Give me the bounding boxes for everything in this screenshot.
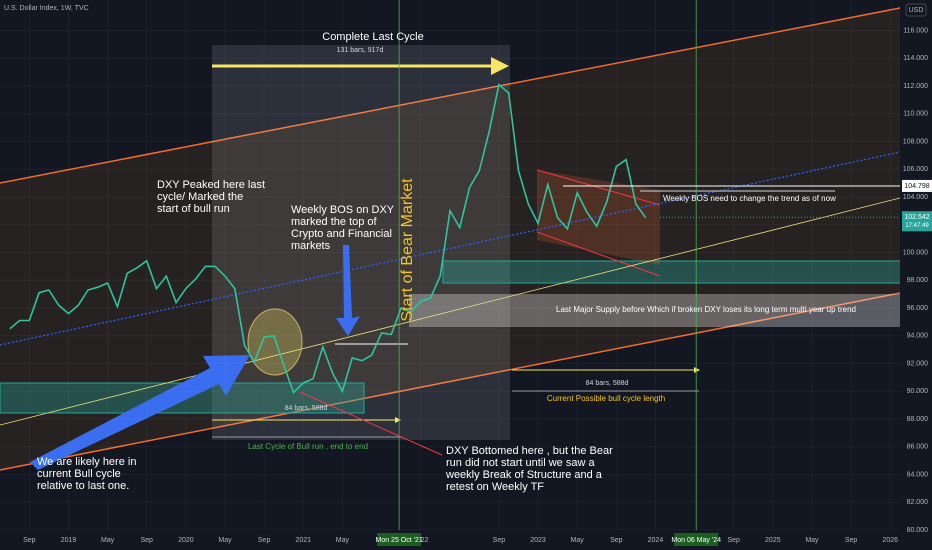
y-tick-label: 88.000: [907, 416, 929, 423]
y-tick-label: 92.000: [907, 360, 929, 367]
x-tick-label: May: [218, 537, 232, 544]
x-tick-label: Sep: [141, 537, 154, 544]
y-tick-label: 104.000: [903, 194, 928, 201]
annotation: DXY Bottomed here , but the Bear: [446, 445, 613, 457]
x-tick-label: 2020: [178, 537, 194, 544]
price-label: 102.542: [904, 214, 929, 221]
marker-box: [377, 533, 422, 546]
bear-channel: [537, 170, 660, 265]
bear-line: [536, 169, 661, 206]
currency-box: [905, 3, 927, 17]
price-line: [9, 83, 647, 395]
pointer-line: [299, 391, 443, 456]
annotation: Last Cycle of Bull run , end to end: [248, 442, 368, 451]
y-tick-label: 84.000: [907, 471, 929, 478]
annotation: Last Major Supply before Which if broken…: [556, 305, 856, 314]
annotation: retest on Weekly TF: [446, 481, 544, 493]
annotation: We are likely here in: [37, 456, 136, 468]
x-tick-label: 2023: [530, 537, 546, 544]
x-tick-label: 2019: [61, 537, 77, 544]
x-tick-label: Sep: [23, 537, 36, 544]
annotation: Crypto and Financial: [291, 228, 392, 240]
annotation: Weekly BOS need to change the trend as o…: [663, 194, 836, 203]
annotation: relative to last one.: [37, 480, 129, 492]
x-tick-label: Sep: [845, 537, 858, 544]
channel-fill: [0, 8, 900, 470]
annotation: run did not start until we saw a: [446, 457, 595, 469]
y-tick-label: 82.000: [907, 499, 929, 506]
annotation: weekly Break of Structure and a: [445, 469, 603, 481]
marker-box: [674, 533, 719, 546]
annotation: Complete Last Cycle: [322, 31, 424, 43]
marker-label: Mon 06 May '24: [671, 537, 721, 544]
x-tick-label: Sep: [258, 537, 271, 544]
arrow: [336, 245, 360, 336]
price-label: 104.798: [904, 183, 929, 190]
annotation: 84 bars, 588d: [586, 380, 629, 387]
x-tick-label: May: [571, 537, 585, 544]
arrow: [30, 355, 250, 470]
y-tick-label: 80.000: [907, 527, 929, 534]
annotation: start of bull run: [157, 203, 230, 215]
y-tick-label: 98.000: [907, 277, 929, 284]
y-tick-label: 114.000: [903, 55, 928, 62]
y-tick-label: 96.000: [907, 305, 929, 312]
drawings: [0, 7, 906, 471]
chart-title: U.S. Dollar Index, 1W, TVC: [4, 5, 89, 12]
plot: [9, 0, 900, 530]
annotation: 84 bars, 588d: [285, 405, 328, 412]
highlight-circle: [247, 308, 303, 376]
currency: USD: [909, 7, 924, 14]
cycle-box: [212, 45, 510, 440]
y-tick-label: 110.000: [903, 111, 928, 118]
annotation: DXY Peaked here last: [157, 179, 265, 191]
annotation: current Bull cycle: [37, 468, 121, 480]
y-tick-label: 90.000: [907, 388, 929, 395]
channel-bottom: [0, 292, 901, 471]
x-tick-label: Sep: [493, 537, 506, 544]
annotation: Weekly BOS on DXY: [291, 204, 395, 216]
annotation: cycle/ Marked the: [157, 191, 243, 203]
supply-box: [409, 294, 905, 327]
annotation: Start of Bear Market: [399, 178, 416, 322]
y-tick-label: 116.000: [903, 27, 928, 34]
y-tick-label: 112.000: [903, 83, 928, 90]
x-tick-label: Sep: [610, 537, 623, 544]
marker-label: Mon 25 Oct '21: [376, 537, 423, 544]
annotation: marked the top of: [291, 216, 378, 228]
trend-yellow: [0, 197, 901, 426]
y-tick-label: 86.000: [907, 444, 929, 451]
bear-line: [536, 231, 661, 277]
price-box: [902, 179, 932, 192]
annotation: Current Possible bull cycle length: [547, 394, 665, 403]
x-tick-label: 2025: [765, 537, 781, 544]
zone-box: [442, 260, 906, 284]
x-tick-label: May: [805, 537, 819, 544]
x-tick-label: May: [101, 537, 115, 544]
annotation: 131 bars, 917d: [337, 47, 384, 54]
y-tick-label: 94.000: [907, 333, 929, 340]
price-axis: [900, 0, 932, 550]
price-box: [902, 211, 932, 232]
trend-dotted: [0, 151, 901, 346]
countdown: 17:47:49: [905, 223, 929, 229]
x-tick-label: 2021: [295, 537, 311, 544]
channel-top: [0, 7, 901, 184]
x-tick-label: 2024: [648, 537, 664, 544]
x-tick-label: 2026: [882, 537, 898, 544]
x-tick-label: May: [336, 537, 350, 544]
y-tick-label: 106.000: [903, 166, 928, 173]
y-tick-label: 108.000: [903, 138, 928, 145]
y-tick-label: 100.000: [903, 249, 928, 256]
annotation: markets: [291, 240, 331, 252]
x-tick-label: Sep: [727, 537, 740, 544]
